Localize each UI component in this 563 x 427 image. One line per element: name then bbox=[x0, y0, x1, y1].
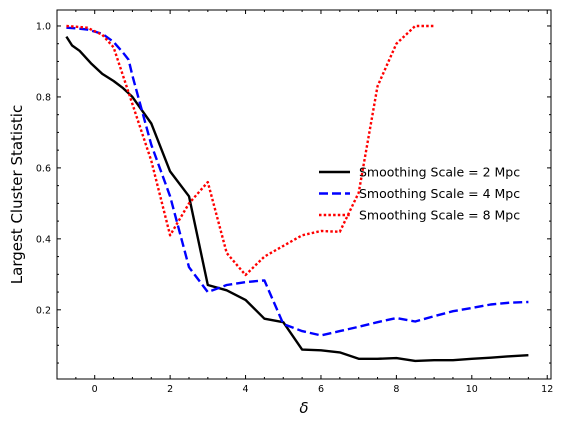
legend-label-1: Smoothing Scale = 2 Mpc bbox=[359, 165, 520, 180]
series-line-1 bbox=[65, 35, 529, 363]
y-tick-label: 1.0 bbox=[36, 21, 51, 32]
x-tick-label: 4 bbox=[243, 384, 249, 395]
legend-label-2: Smoothing Scale = 4 Mpc bbox=[359, 186, 520, 201]
y-tick-label: 0.4 bbox=[36, 234, 51, 245]
series-layer bbox=[65, 24, 529, 363]
legend: Smoothing Scale = 2 Mpc Smoothing Scale =… bbox=[319, 165, 520, 223]
x-tick-label: 0 bbox=[92, 384, 98, 395]
y-tick-label: 0.8 bbox=[36, 92, 51, 103]
x-tick-label: 8 bbox=[393, 384, 399, 395]
x-tick-label: 10 bbox=[466, 384, 478, 395]
y-tick-label: 0.6 bbox=[36, 163, 51, 174]
legend-label-3: Smoothing Scale = 8 Mpc bbox=[359, 208, 520, 223]
x-tick-label: 12 bbox=[541, 384, 553, 395]
x-tick-label: 2 bbox=[167, 384, 173, 395]
y-axis-title: Largest Cluster Statistic bbox=[8, 105, 26, 284]
plot-area-frame bbox=[56, 9, 552, 380]
y-axis: 0.2 0.4 0.6 0.8 1.0 bbox=[36, 21, 551, 364]
y-tick-label: 0.2 bbox=[36, 305, 51, 316]
x-axis: 0 2 4 6 8 10 12 bbox=[56, 10, 553, 395]
x-axis-title: δ bbox=[299, 399, 308, 417]
x-tick-label: 6 bbox=[318, 384, 324, 395]
series-line-2 bbox=[66, 26, 529, 337]
